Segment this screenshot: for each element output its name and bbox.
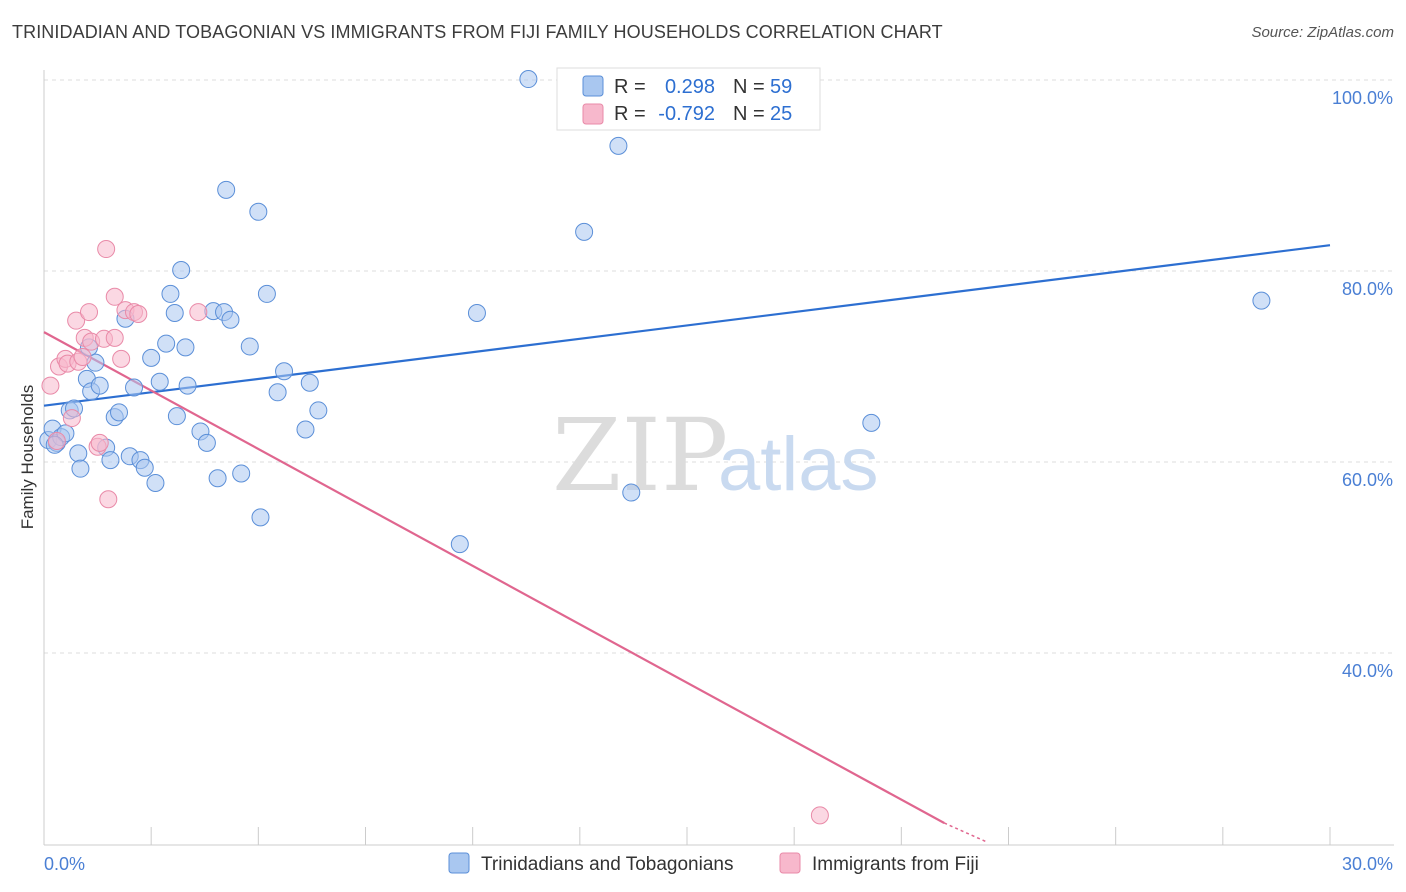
stats-legend: R = 0.298 N = 59 R = -0.792 N = 25 <box>556 67 821 131</box>
point-trinidadians <box>221 310 240 329</box>
point-trinidadians <box>135 458 154 477</box>
point-fiji <box>99 490 118 509</box>
stats-legend-r-label-blue: R = <box>614 76 646 98</box>
point-trinidadians <box>309 401 328 420</box>
point-trinidadians <box>197 433 216 452</box>
point-trinidadians <box>240 337 259 356</box>
stats-legend-swatch-blue <box>582 75 604 97</box>
series-trinidadians-points <box>39 70 1271 554</box>
trend-line-trinidadians <box>43 244 1331 407</box>
x-tick-marks <box>150 827 1331 845</box>
point-trinidadians <box>268 383 287 402</box>
point-trinidadians <box>208 469 227 488</box>
point-trinidadians <box>467 304 486 323</box>
point-fiji <box>105 287 124 306</box>
point-fiji <box>189 303 208 322</box>
legend-label-fiji: Immigrants from Fiji <box>812 854 979 875</box>
point-fiji <box>129 304 148 323</box>
point-trinidadians <box>251 508 270 527</box>
stats-legend-r-value-blue: 0.298 <box>665 76 715 98</box>
point-trinidadians <box>176 338 195 357</box>
point-trinidadians <box>296 420 315 439</box>
source-credit: Source: ZipAtlas.com <box>1251 24 1394 41</box>
point-trinidadians <box>167 407 186 426</box>
point-trinidadians <box>232 464 251 483</box>
point-trinidadians <box>69 444 88 463</box>
point-fiji <box>73 347 92 366</box>
point-trinidadians <box>575 222 594 241</box>
point-fiji <box>41 376 60 395</box>
stats-legend-swatch-pink <box>582 103 604 125</box>
y-tick-labels: 100.0% 80.0% 60.0% 40.0% <box>1332 88 1393 681</box>
point-trinidadians <box>110 403 129 422</box>
series-fiji-points <box>41 240 829 825</box>
y-tick-label: 40.0% <box>1342 661 1393 681</box>
trend-line-fiji-extension <box>943 822 988 843</box>
point-fiji <box>47 431 66 450</box>
axes <box>43 70 1394 846</box>
point-trinidadians <box>300 373 319 392</box>
point-fiji <box>90 433 109 452</box>
point-trinidadians <box>519 70 538 89</box>
point-trinidadians <box>862 413 881 432</box>
point-trinidadians <box>622 483 641 502</box>
x-tick-label-min: 0.0% <box>44 854 85 874</box>
legend-swatch-fiji <box>779 852 801 874</box>
point-trinidadians <box>450 535 469 554</box>
point-trinidadians <box>157 334 176 353</box>
y-tick-label: 80.0% <box>1342 279 1393 299</box>
point-trinidadians <box>172 261 191 280</box>
point-trinidadians <box>165 304 184 323</box>
stats-legend-r-value-pink: -0.792 <box>658 103 715 125</box>
stats-legend-n-value-blue: 59 <box>770 76 792 98</box>
point-trinidadians <box>90 376 109 395</box>
y-axis-title: Family Households <box>18 385 37 530</box>
stats-legend-n-value-pink: 25 <box>770 103 792 125</box>
point-trinidadians <box>146 474 165 493</box>
point-trinidadians <box>609 136 628 155</box>
grid-lines <box>44 79 1394 654</box>
series-legend: Trinidadians and Tobagonians Immigrants … <box>448 852 979 875</box>
trend-lines <box>43 244 1331 843</box>
stats-legend-r-label-pink: R = <box>614 103 646 125</box>
point-fiji <box>810 806 829 825</box>
point-fiji <box>97 240 116 259</box>
trend-line-fiji <box>43 331 945 824</box>
y-tick-label: 60.0% <box>1342 470 1393 490</box>
point-fiji <box>80 303 99 322</box>
point-trinidadians <box>101 451 120 470</box>
x-tick-label-max: 30.0% <box>1342 854 1393 874</box>
watermark-atlas: atlas <box>718 422 879 507</box>
watermark-zip: ZIP <box>552 397 728 514</box>
point-trinidadians <box>249 202 268 221</box>
point-fiji <box>105 328 124 347</box>
stats-legend-n-label-blue: N = <box>733 76 765 98</box>
point-trinidadians <box>257 284 276 303</box>
point-fiji <box>62 409 81 428</box>
point-trinidadians <box>217 180 236 199</box>
point-trinidadians <box>161 284 180 303</box>
point-trinidadians <box>1252 291 1271 310</box>
point-trinidadians <box>275 362 294 381</box>
point-fiji <box>112 349 131 368</box>
stats-legend-n-label-pink: N = <box>733 103 765 125</box>
legend-label-trinidadians: Trinidadians and Tobagonians <box>481 854 733 875</box>
chart-title: TRINIDADIAN AND TOBAGONIAN VS IMMIGRANTS… <box>12 22 943 42</box>
point-fiji <box>67 311 86 330</box>
point-trinidadians <box>178 376 197 395</box>
point-trinidadians <box>142 348 161 367</box>
y-tick-label: 100.0% <box>1332 88 1393 108</box>
point-trinidadians <box>71 459 90 478</box>
point-trinidadians <box>150 372 169 391</box>
legend-swatch-trinidadians <box>448 852 470 874</box>
point-trinidadians <box>125 378 144 397</box>
